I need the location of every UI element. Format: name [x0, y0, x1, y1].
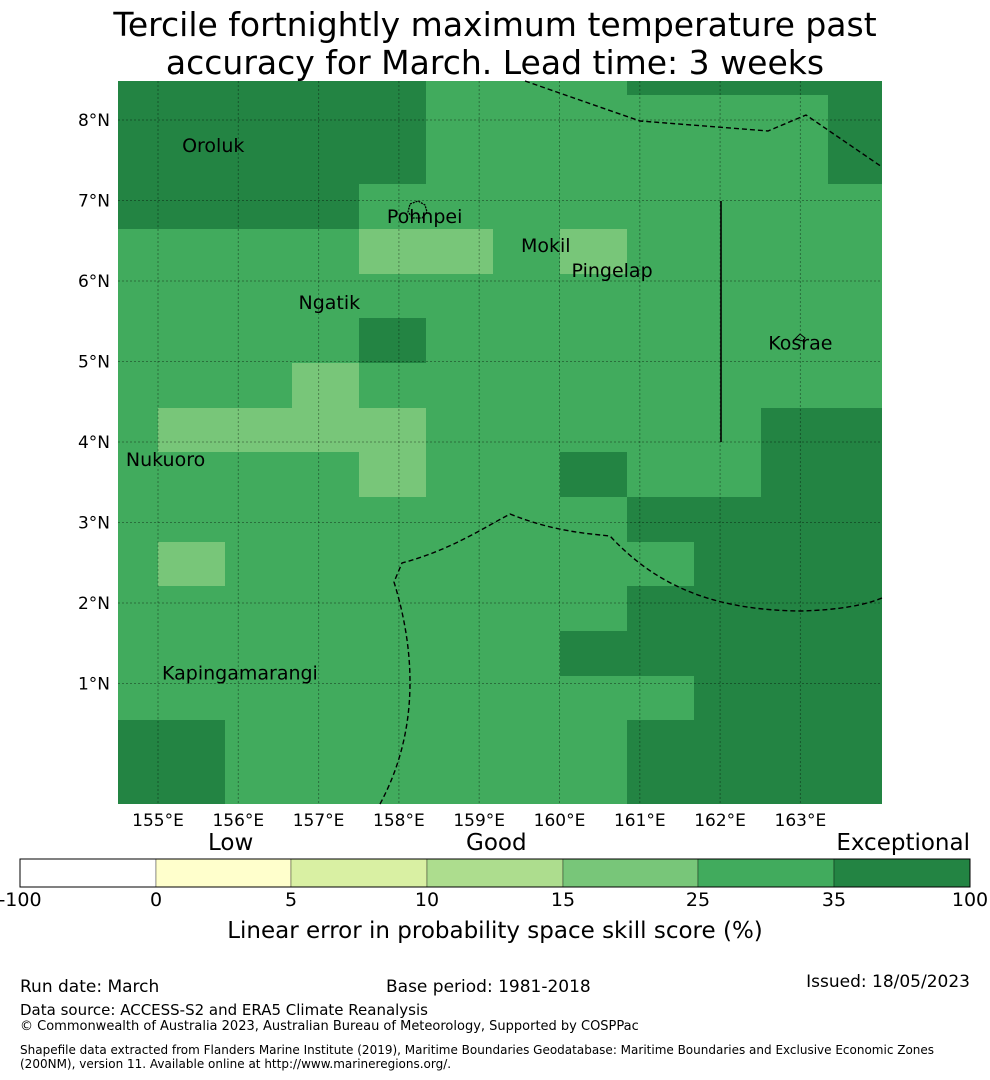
colorbar-swatch — [19, 858, 157, 888]
place-label-oroluk: Oroluk — [182, 135, 244, 157]
colorbar-swatch — [562, 858, 699, 888]
run-date: Run date: March — [20, 977, 160, 997]
eez-boundary-south — [379, 513, 883, 805]
island-outlines — [407, 200, 806, 342]
place-label-kapingamarangi: Kapingamarangi — [162, 662, 318, 684]
lat-tick-label: 3°N — [78, 514, 110, 534]
place-label-kosrae: Kosrae — [768, 332, 832, 354]
graticule — [118, 81, 882, 804]
colorbar — [19, 858, 971, 888]
skill-cell — [292, 363, 359, 408]
colorbar-swatch — [290, 858, 428, 888]
place-label-ngatik: Ngatik — [299, 292, 361, 314]
lon-tick-label: 162°E — [694, 811, 746, 831]
skill-cell — [359, 229, 493, 274]
lon-tick-label: 158°E — [373, 811, 425, 831]
skill-cell — [694, 676, 882, 720]
colorbar-swatch — [833, 858, 971, 888]
colorbar-label: Linear error in probability space skill … — [227, 918, 763, 944]
skill-cell — [560, 631, 882, 676]
eez-boundary-north — [524, 80, 883, 168]
skill-cell — [560, 452, 627, 497]
colorbar-category-good: Good — [466, 830, 527, 856]
colorbar-tick-label: 0 — [149, 889, 163, 911]
lon-tick-label: 160°E — [534, 811, 586, 831]
base-period: Base period: 1981-2018 — [386, 977, 591, 997]
skill-cell — [158, 408, 426, 452]
colorbar-category-exceptional: Exceptional — [836, 830, 970, 856]
lat-tick-label: 4°N — [78, 433, 110, 453]
skill-grid — [118, 81, 882, 804]
lat-tick-label: 2°N — [78, 594, 110, 614]
skill-cell — [560, 229, 627, 274]
skill-cell — [694, 542, 882, 586]
shapefile-credit-line-1: Shapefile data extracted from Flanders M… — [20, 1043, 935, 1057]
copyright: © Commonwealth of Australia 2023, Austra… — [20, 1019, 639, 1034]
lon-tick-label: 157°E — [293, 811, 345, 831]
colorbar-swatch — [697, 858, 835, 888]
data-source: Data source: ACCESS-S2 and ERA5 Climate … — [20, 1001, 428, 1019]
skill-cell — [359, 318, 426, 363]
lon-tick-label: 159°E — [453, 811, 505, 831]
lon-tick-label: 155°E — [132, 811, 184, 831]
place-label-pohnpei: Pohnpei — [387, 206, 463, 228]
shapefile-credit-line-2: (200NM), version 11. Available online at… — [20, 1057, 452, 1071]
island-kosrae-outline — [794, 333, 806, 342]
axis-ticks: 155°E 156°E 157°E 158°E 159°E 160°E 161°E 162°E… — [78, 111, 826, 831]
place-label-nukuoro: Nukuoro — [126, 449, 205, 471]
place-label-mokil: Mokil — [521, 235, 571, 257]
colorbar-tick-label: 35 — [821, 889, 847, 911]
colorbar-tick-label: 25 — [685, 889, 711, 911]
lat-tick-label: 5°N — [78, 353, 110, 373]
colorbar-swatch — [155, 858, 292, 888]
title-line-2: accuracy for March. Lead time: 3 weeks — [165, 43, 825, 82]
lon-tick-label: 163°E — [775, 811, 827, 831]
skill-cell — [627, 720, 882, 804]
lat-tick-label: 7°N — [78, 192, 110, 212]
lon-tick-label: 161°E — [614, 811, 666, 831]
skill-cell — [359, 452, 426, 497]
colorbar-tick-label: 100 — [951, 889, 989, 911]
lat-tick-label: 8°N — [78, 111, 110, 131]
skill-cell — [118, 720, 225, 804]
colorbar-outline — [19, 858, 971, 888]
skill-cell — [627, 497, 882, 542]
skill-cell — [118, 81, 426, 184]
colorbar-swatch — [426, 858, 564, 888]
eez-boundaries — [379, 80, 883, 805]
lat-tick-label: 6°N — [78, 272, 110, 292]
lat-tick-label: 1°N — [78, 675, 110, 695]
skill-map: 155°E 156°E 157°E 158°E 159°E 160°E 161°E 162°E… — [78, 80, 883, 831]
title-line-1: Tercile fortnightly maximum temperature … — [113, 5, 877, 44]
colorbar-tick-label: 15 — [550, 889, 576, 911]
colorbar-category-low: Low — [208, 830, 254, 856]
skill-cell — [627, 81, 882, 95]
colorbar-tick-label: 10 — [414, 889, 440, 911]
skill-cell — [158, 542, 225, 586]
skill-cell — [118, 184, 359, 229]
skill-cell — [761, 408, 882, 497]
colorbar-tick-label: 5 — [284, 889, 298, 911]
colorbar-tick-label: -100 — [0, 889, 42, 911]
place-label-pingelap: Pingelap — [572, 260, 653, 282]
chart-title: Tercile fortnightly maximum temperature … — [0, 6, 990, 82]
skill-cell — [828, 95, 882, 184]
issued-date: Issued: 18/05/2023 — [806, 972, 970, 992]
island-pohnpei-outline — [407, 200, 428, 219]
lon-tick-label: 156°E — [212, 811, 264, 831]
